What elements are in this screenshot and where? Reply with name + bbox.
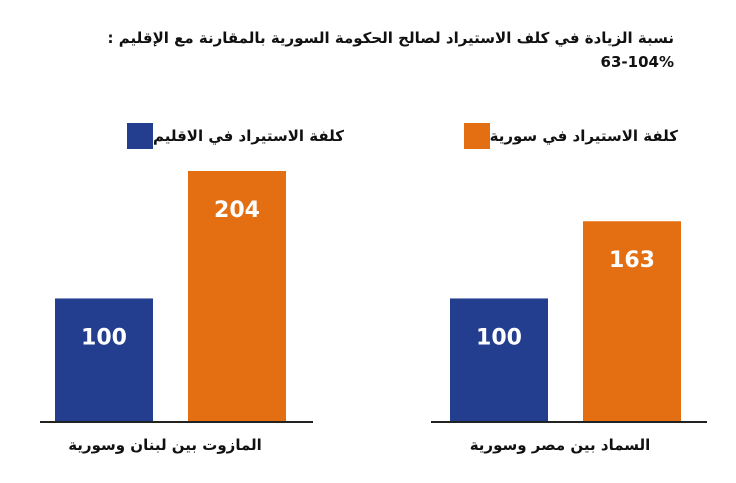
category-label: المازوت بين لبنان وسورية <box>68 436 262 454</box>
bar-value-label: 163 <box>609 248 655 273</box>
chart-title-line: نسبة الزيادة في كلف الاستيراد لصالح الحك… <box>107 29 674 47</box>
chart-subtitle: 63-104% <box>600 53 674 71</box>
bar-value-label: 100 <box>476 325 522 350</box>
category-label: السماد بين مصر وسورية <box>470 436 651 454</box>
bar-syria <box>583 221 681 421</box>
chart-title: نسبة الزيادة في كلف الاستيراد لصالح الحك… <box>14 26 674 74</box>
bar-region <box>450 298 548 421</box>
bar-region <box>55 298 153 421</box>
bar-value-label: 204 <box>214 198 260 223</box>
legend-swatch-syria <box>463 123 490 149</box>
legend-item-syria: كلفة الاستيراد في سورية <box>452 123 678 149</box>
legend-label-region: كلفة الاستيراد في الاقليم <box>152 127 344 145</box>
bar-syria <box>188 171 286 421</box>
legend-label-syria: كلفة الاستيراد في سورية <box>489 127 678 145</box>
legend-item-region: كلفة الاستيراد في الاقليم <box>115 123 344 149</box>
bar-value-label: 100 <box>81 325 127 350</box>
legend-swatch-region <box>126 123 153 149</box>
